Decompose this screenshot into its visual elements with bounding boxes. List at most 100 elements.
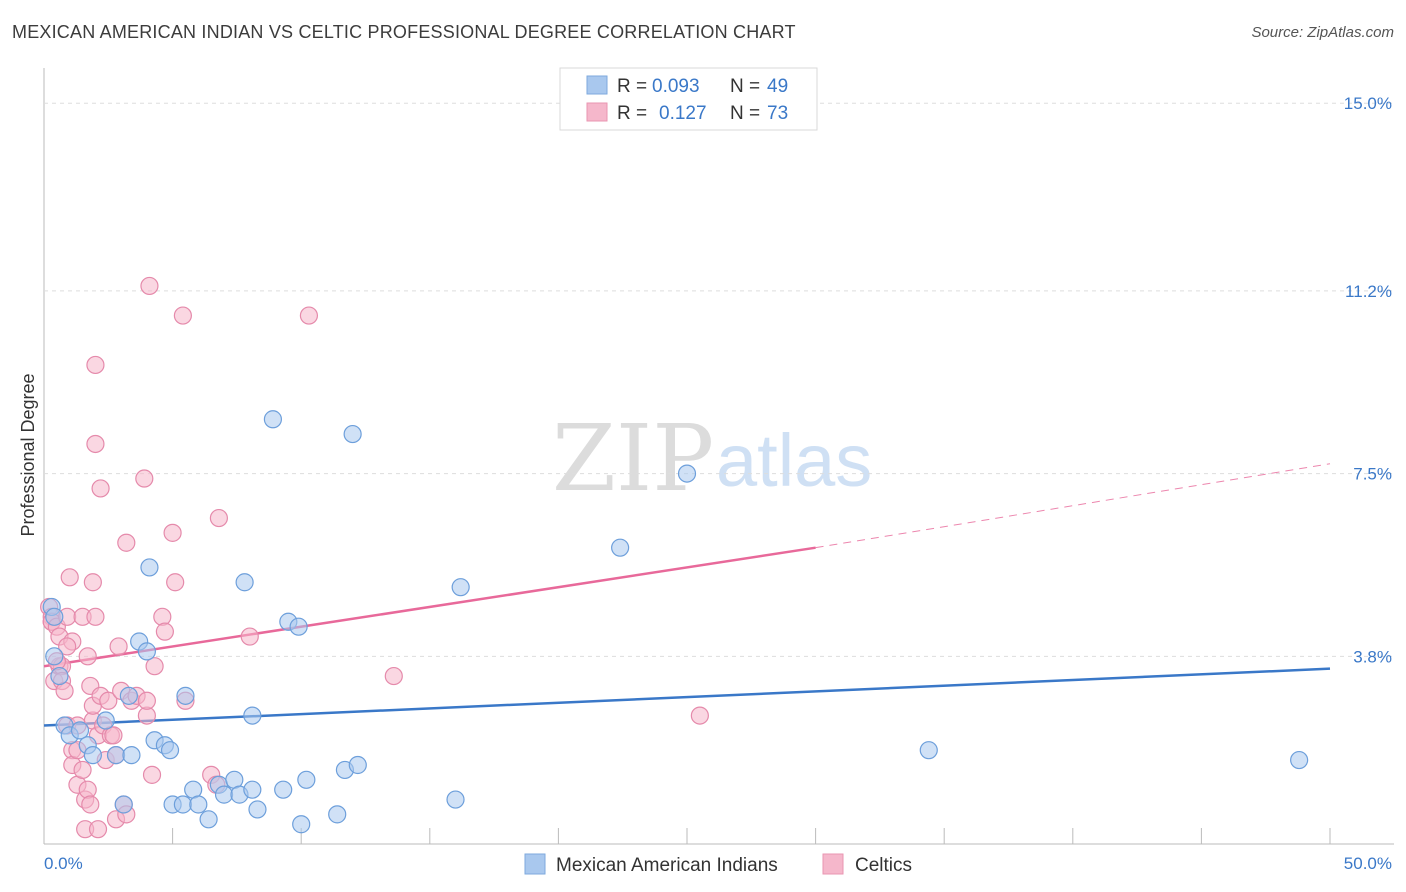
series-legend: Mexican American Indians Celtics: [524, 853, 912, 876]
mexican-american-indians-point: [289, 617, 308, 636]
celtics-point: [117, 533, 136, 552]
celtics-point: [78, 647, 97, 666]
x-ticks: [172, 828, 1331, 844]
mexican-american-indians-point: [119, 686, 138, 705]
y-tick-label: 15.0%: [1344, 94, 1392, 113]
celtics-point: [155, 622, 174, 641]
celtics-point: [99, 691, 118, 710]
celtics-point: [58, 637, 77, 656]
celtics-point: [109, 637, 128, 656]
mexican-american-indians-point: [328, 805, 347, 824]
celtics-point: [140, 276, 159, 296]
mexican-american-indians-point: [343, 424, 362, 444]
y-tick-labels: 3.8% 7.5% 11.2% 15.0%: [1344, 94, 1392, 666]
celtics-point: [163, 523, 182, 542]
mexican-american-indians-point: [45, 607, 64, 626]
mexican-american-indians-point: [611, 538, 630, 557]
mexican-american-indians-point: [176, 686, 195, 705]
mexican-american-indians-point: [248, 800, 267, 819]
mexican-american-indians-point: [199, 810, 218, 829]
legend-n-value-1: 49: [767, 76, 788, 97]
celtics-point: [137, 691, 156, 710]
celtics-point: [88, 820, 108, 839]
mexican-american-indians-point: [114, 795, 133, 814]
series-legend-swatch-pink: [822, 853, 844, 875]
trend-line-mexican-american-indians: [43, 667, 1331, 727]
celtics-point: [145, 657, 164, 676]
mexican-american-indians-point: [263, 410, 283, 429]
mexican-american-indians-point: [137, 642, 156, 661]
legend-swatch-pink: [586, 102, 608, 122]
celtics-point: [86, 607, 105, 626]
series-legend-label-2: Celtics: [855, 855, 912, 876]
x-tick-label-max: 50.0%: [1344, 854, 1392, 873]
legend-r-label-2: R =: [617, 103, 647, 124]
celtics-point: [86, 355, 105, 375]
legend-n-label-2: N =: [730, 103, 760, 124]
mexican-american-indians-point: [214, 785, 234, 804]
legend-n-label-1: N =: [730, 76, 760, 97]
mexican-american-indians-point: [348, 755, 367, 775]
celtics-point: [153, 607, 172, 626]
legend-swatch-blue: [586, 75, 608, 95]
source-credit: Source: ZipAtlas.com: [1251, 24, 1394, 41]
celtics-point: [86, 434, 105, 454]
mexican-american-indians-point: [1290, 750, 1309, 770]
celtics-point: [135, 469, 154, 488]
celtics-point: [299, 306, 319, 325]
mexican-american-indians-point: [297, 770, 316, 789]
mexican-american-indians-points: [42, 410, 1309, 834]
mexican-american-indians-point: [189, 795, 208, 814]
mexican-american-indians-point: [83, 746, 102, 765]
watermark-zip: ZIP: [552, 405, 714, 512]
mexican-american-indians-point: [292, 815, 311, 834]
mexican-american-indians-point: [50, 666, 69, 686]
y-tick-label: 3.8%: [1353, 647, 1392, 666]
celtics-points: [40, 276, 709, 839]
mexican-american-indians-point: [96, 711, 115, 730]
mexican-american-indians-point: [677, 464, 697, 483]
celtics-point: [60, 568, 79, 587]
mexican-american-indians-point: [140, 558, 159, 577]
series-legend-label-1: Mexican American Indians: [556, 855, 778, 876]
celtics-point: [142, 765, 162, 784]
y-tick-label: 11.2%: [1345, 282, 1392, 301]
mexican-american-indians-point: [106, 746, 126, 765]
stats-legend: R = 0.093 N = 49 R = 0.127 N = 73: [559, 67, 818, 131]
mexican-american-indians-point: [451, 578, 470, 597]
x-tick-label-min: 0.0%: [44, 854, 83, 873]
mexican-american-indians-point: [243, 706, 262, 725]
celtics-point: [83, 573, 102, 592]
celtics-point: [104, 726, 123, 745]
mexican-american-indians-point: [919, 741, 938, 760]
legend-r-value-2: 0.127: [659, 103, 707, 124]
watermark-atlas: atlas: [716, 419, 872, 502]
series-legend-swatch-blue: [524, 853, 546, 875]
celtics-point: [209, 508, 228, 528]
celtics-point: [690, 706, 709, 725]
mexican-american-indians-point: [235, 573, 254, 592]
celtics-point: [166, 573, 185, 592]
mexican-american-indians-point: [274, 780, 293, 799]
mexican-american-indians-point: [243, 780, 262, 799]
mexican-american-indians-point: [45, 647, 64, 666]
celtics-point: [91, 479, 110, 498]
celtics-point: [173, 306, 192, 325]
legend-r-label-1: R =: [617, 76, 647, 97]
legend-r-value-1: 0.093: [652, 76, 700, 97]
mexican-american-indians-point: [122, 746, 141, 765]
mexican-american-indians-point: [160, 741, 180, 760]
mexican-american-indians-point: [173, 795, 192, 814]
mexican-american-indians-point: [446, 790, 465, 809]
trend-line-celtics: [43, 546, 816, 668]
y-axis-label: Professional Degree: [18, 373, 38, 536]
celtics-point: [81, 795, 100, 814]
celtics-point: [73, 760, 92, 780]
chart-title: MEXICAN AMERICAN INDIAN VS CELTIC PROFES…: [12, 22, 796, 42]
celtics-point: [384, 666, 403, 686]
trend-line-celtics-extrapolated: [815, 463, 1331, 549]
y-tick-label: 7.5%: [1353, 465, 1392, 484]
mexican-american-indians-point: [70, 721, 90, 740]
celtics-point: [78, 780, 97, 799]
